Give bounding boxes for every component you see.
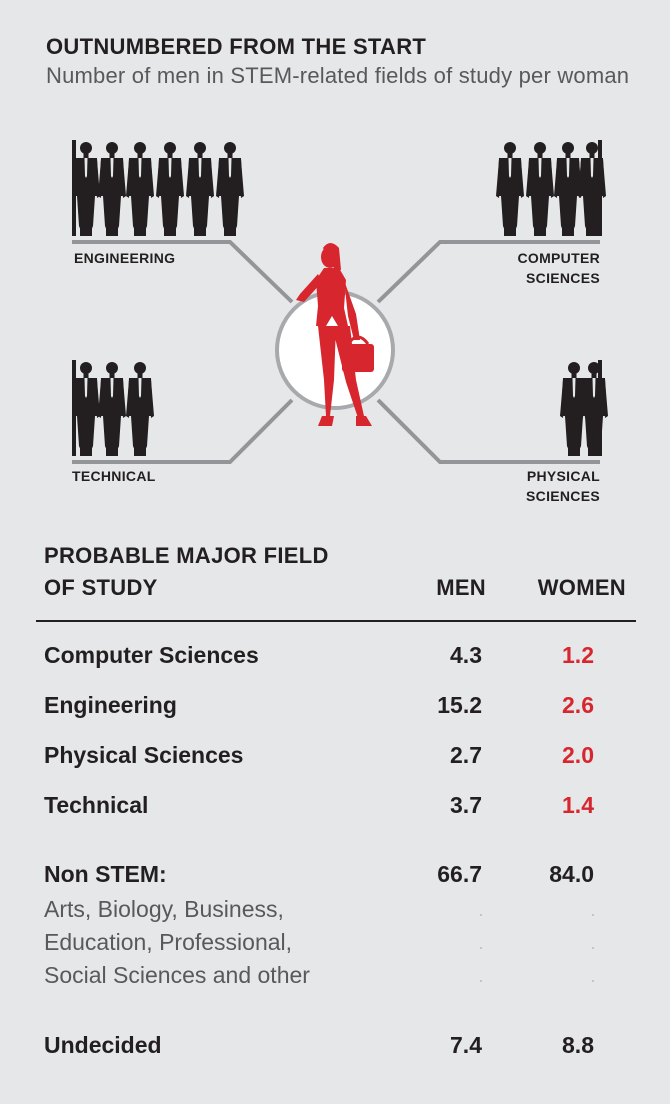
table-row: Computer Sciences 4.3 1.2: [0, 635, 670, 675]
non-stem-line: Social Sciences and other: [44, 962, 310, 988]
line-engineering: [72, 240, 294, 304]
line-computer: [376, 240, 600, 304]
label-physical-sciences: PHYSICAL SCIENCES: [526, 466, 600, 506]
woman-figure: [296, 243, 374, 426]
row-women-value: 84.0: [549, 861, 594, 887]
non-stem-description: Arts, Biology, Business, Education, Prof…: [44, 893, 384, 992]
row-men-value: 2.7: [450, 742, 482, 768]
leader-dot: [592, 947, 594, 949]
table-row: Engineering 15.2 2.6: [0, 685, 670, 725]
infographic-svg: [72, 140, 608, 464]
page-title: OUTNUMBERED FROM THE START: [46, 34, 427, 59]
men-computer-sciences: [496, 140, 606, 236]
row-men-value: 4.3: [450, 642, 482, 668]
row-label: Technical: [44, 792, 149, 818]
label-physical-line1: PHYSICAL: [526, 468, 600, 484]
row-label: Computer Sciences: [44, 642, 259, 668]
men-physical-sciences: [560, 360, 608, 456]
table-header-field-line1: PROBABLE MAJOR FIELD: [44, 543, 329, 568]
table-header-field-line2: OF STUDY: [44, 575, 158, 600]
leader-dot: [480, 947, 482, 949]
row-women-value: 1.2: [562, 642, 594, 668]
label-engineering: ENGINEERING: [74, 250, 176, 266]
row-men-value: 7.4: [450, 1032, 482, 1058]
leader-dot: [480, 980, 482, 982]
row-label: Engineering: [44, 692, 177, 718]
table-row: Technical 3.7 1.4: [0, 785, 670, 825]
non-stem-line: Arts, Biology, Business,: [44, 896, 284, 922]
table-header-rule: [36, 620, 636, 622]
label-computer-line1: COMPUTER: [517, 250, 600, 266]
leader-dot: [592, 914, 594, 916]
row-women-value: 1.4: [562, 792, 594, 818]
label-physical-line2: SCIENCES: [526, 488, 600, 504]
table-header-field: PROBABLE MAJOR FIELD OF STUDY: [44, 540, 329, 604]
table-row-undecided: Undecided 7.4 8.8: [0, 1025, 670, 1065]
line-physical: [376, 398, 600, 464]
table-header-men: MEN: [436, 575, 486, 600]
table-header-women: WOMEN: [537, 575, 626, 600]
label-technical: TECHNICAL: [72, 468, 156, 484]
row-men-value: 3.7: [450, 792, 482, 818]
row-women-value: 2.0: [562, 742, 594, 768]
label-computer-sciences: COMPUTER SCIENCES: [517, 248, 600, 288]
table-row: Physical Sciences 2.7 2.0: [0, 735, 670, 775]
leader-dot: [592, 980, 594, 982]
non-stem-line: Education, Professional,: [44, 929, 293, 955]
row-label: Undecided: [44, 1032, 162, 1058]
line-technical: [72, 398, 294, 464]
row-women-value: 8.8: [562, 1032, 594, 1058]
row-women-value: 2.6: [562, 692, 594, 718]
connector-lines: [72, 240, 600, 464]
leader-dot: [480, 914, 482, 916]
row-label: Physical Sciences: [44, 742, 244, 768]
men-technical: [72, 360, 154, 456]
men-engineering: [72, 140, 244, 236]
table-row-non-stem: Non STEM: 66.7 84.0: [0, 854, 670, 894]
row-men-value: 66.7: [437, 861, 482, 887]
infographic: ENGINEERING COMPUTER SCIENCES TECHNICAL …: [0, 130, 670, 520]
label-computer-line2: SCIENCES: [526, 270, 600, 286]
row-men-value: 15.2: [437, 692, 482, 718]
page-subtitle: Number of men in STEM-related fields of …: [46, 63, 630, 88]
row-label: Non STEM:: [44, 861, 167, 887]
